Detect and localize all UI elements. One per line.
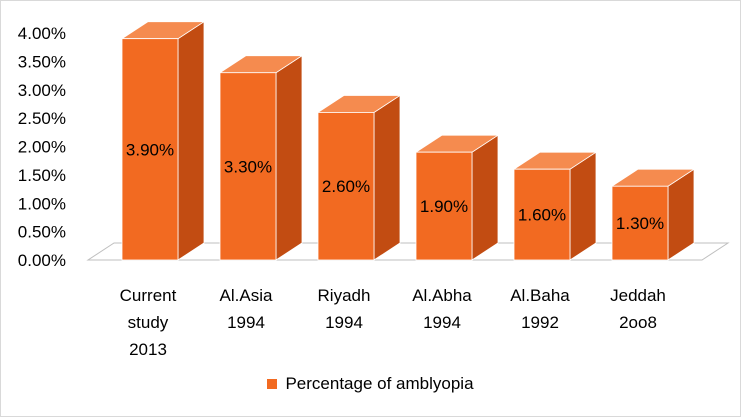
bar bbox=[611, 185, 669, 261]
data-label: 1.30% bbox=[616, 214, 664, 233]
x-tick-label: Al.Abha bbox=[412, 286, 472, 305]
bar-side bbox=[177, 20, 205, 261]
x-tick-label: 2013 bbox=[129, 340, 167, 359]
bar-side bbox=[275, 54, 303, 261]
bar-side bbox=[373, 94, 401, 261]
bar bbox=[415, 151, 473, 261]
bar bbox=[317, 112, 375, 261]
y-tick-label: 3.50% bbox=[18, 52, 66, 71]
y-tick-label: 0.50% bbox=[18, 223, 66, 242]
legend-label: Percentage of amblyopia bbox=[285, 374, 474, 393]
y-tick-label: 2.50% bbox=[18, 109, 66, 128]
data-label: 3.90% bbox=[126, 140, 174, 159]
x-tick-label: study bbox=[128, 313, 169, 332]
legend-swatch bbox=[267, 379, 278, 389]
x-tick-label: Riyadh bbox=[318, 286, 371, 305]
data-label: 1.90% bbox=[420, 197, 468, 216]
bar bbox=[121, 38, 179, 261]
bar-side bbox=[569, 151, 597, 261]
data-label: 1.60% bbox=[518, 206, 566, 225]
y-tick-label: 2.00% bbox=[18, 138, 66, 157]
x-tick-label: 1994 bbox=[423, 313, 461, 332]
y-tick-label: 3.00% bbox=[18, 81, 66, 100]
legend: Percentage of amblyopia bbox=[0, 372, 741, 396]
y-tick-label: 0.00% bbox=[18, 251, 66, 270]
bar-side bbox=[471, 134, 499, 261]
x-tick-label: Al.Baha bbox=[510, 286, 570, 305]
bar bbox=[513, 168, 571, 261]
y-tick-label: 4.00% bbox=[18, 24, 66, 43]
x-tick-label: Jeddah bbox=[610, 286, 666, 305]
x-tick-label: 1994 bbox=[227, 313, 265, 332]
x-tick-label: 1992 bbox=[521, 313, 559, 332]
data-label: 3.30% bbox=[224, 157, 272, 176]
data-label: 2.60% bbox=[322, 177, 370, 196]
x-tick-label: Al.Asia bbox=[220, 286, 273, 305]
y-tick-label: 1.50% bbox=[18, 166, 66, 185]
x-tick-label: 1994 bbox=[325, 313, 363, 332]
bar bbox=[219, 72, 277, 261]
x-tick-label: 2oo8 bbox=[619, 313, 657, 332]
y-tick-label: 1.00% bbox=[18, 194, 66, 213]
x-tick-label: Current bbox=[120, 286, 177, 305]
